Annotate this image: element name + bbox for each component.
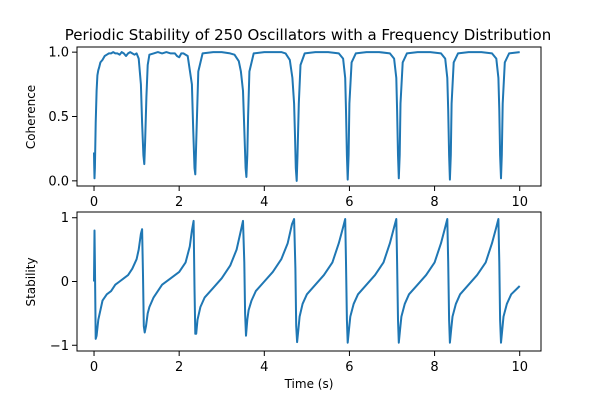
stability-xtick-label: 10 (511, 360, 528, 375)
coherence-xtick-label: 4 (260, 195, 268, 210)
coherence-ticks: 0 2 4 6 8 10 0.0 0.5 1.0 (48, 46, 528, 210)
stability-series-line (93, 218, 521, 344)
stability-xtick-label: 8 (430, 360, 438, 375)
coherence-series-line (93, 51, 520, 182)
time-xlabel: Time (s) (284, 377, 334, 391)
coherence-xtick-label: 6 (345, 195, 353, 210)
stability-xtick-label: 0 (90, 360, 98, 375)
stability-panel: 0 2 4 6 8 10 −1 0 1 Stability Time (s) (24, 211, 542, 391)
stability-ytick-label: −1 (50, 339, 69, 354)
coherence-xtick-label: 2 (175, 195, 183, 210)
stability-ytick-label: 0 (61, 275, 69, 290)
stability-ticks: 0 2 4 6 8 10 −1 0 1 (50, 211, 528, 375)
stability-ytick-label: 1 (61, 211, 69, 226)
coherence-ytick-label: 0.5 (48, 110, 69, 125)
stability-xtick-label: 4 (260, 360, 268, 375)
coherence-ylabel: Coherence (24, 85, 38, 149)
coherence-xtick-label: 8 (430, 195, 438, 210)
stability-xtick-label: 6 (345, 360, 353, 375)
stability-xtick-label: 2 (175, 360, 183, 375)
coherence-ytick-label: 1.0 (48, 46, 69, 61)
coherence-panel: 0 2 4 6 8 10 0.0 0.5 1.0 Coherence (24, 46, 542, 210)
coherence-xtick-label: 10 (511, 195, 528, 210)
coherence-ytick-label: 0.0 (48, 174, 69, 189)
stability-ylabel: Stability (24, 257, 38, 306)
coherence-xtick-label: 0 (90, 195, 98, 210)
chart-title: Periodic Stability of 250 Oscillators wi… (65, 26, 551, 44)
